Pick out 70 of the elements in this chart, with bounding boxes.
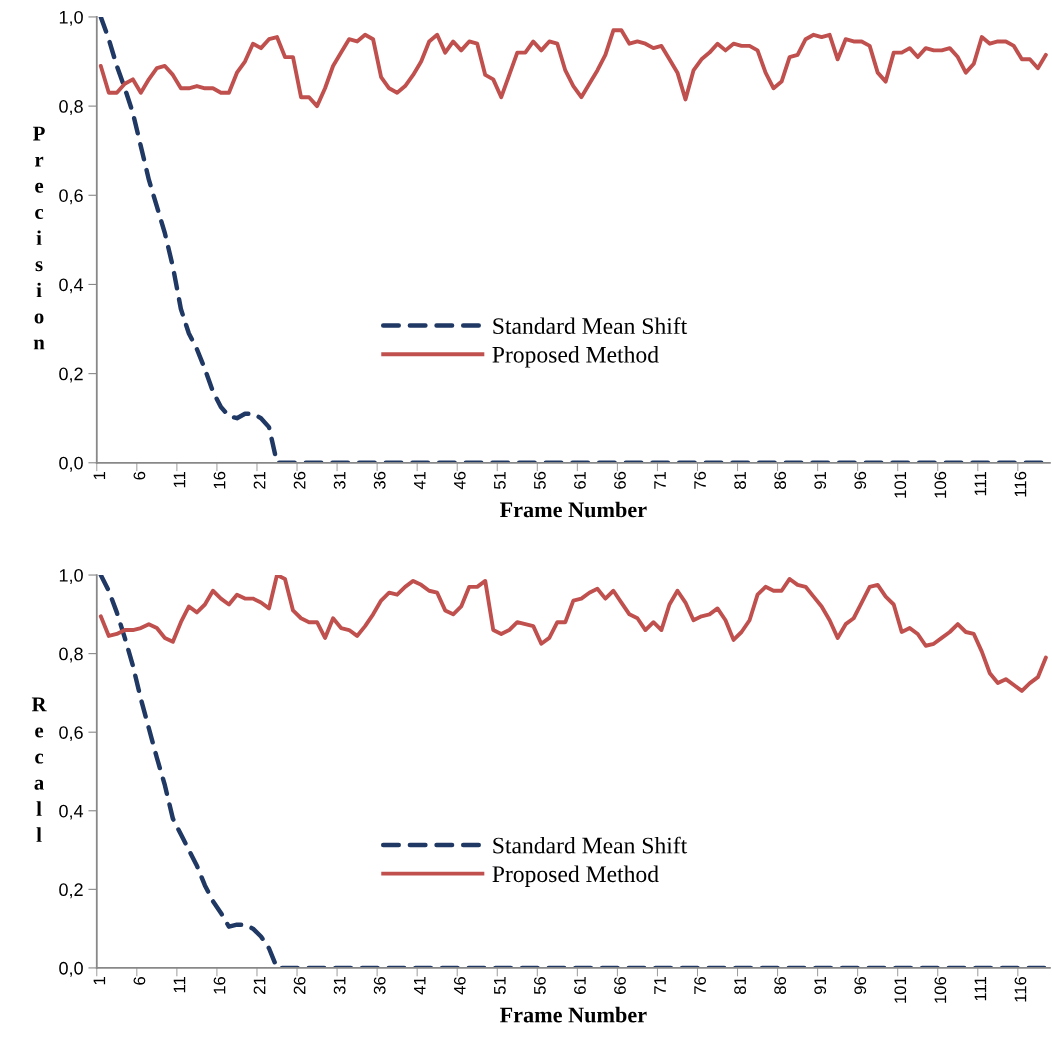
x-tick-label: 116 <box>1014 471 1027 497</box>
x-tick-label: 36 <box>373 471 386 490</box>
x-axis-title: Frame Number <box>499 1006 647 1023</box>
x-tick-label: 21 <box>253 471 266 489</box>
x-tick-label: 76 <box>694 471 706 489</box>
x-tick-label: 81 <box>734 471 747 489</box>
x-tick-label: 86 <box>774 976 787 995</box>
y-tick-label: 1,0 <box>59 10 83 26</box>
x-tick-label: 16 <box>213 471 226 489</box>
x-tick-label: 96 <box>854 471 867 489</box>
x-tick-label: 36 <box>373 976 386 995</box>
x-tick-label: 51 <box>494 471 506 489</box>
x-tick-label: 26 <box>293 976 306 994</box>
y-tick-label: 1,0 <box>59 568 83 584</box>
x-tick-label: 101 <box>894 977 907 1003</box>
x-tick-label: 46 <box>453 471 466 490</box>
x-tick-label: 11 <box>173 977 186 993</box>
legend-label: Standard Mean Shift <box>493 317 688 335</box>
x-tick-label: 56 <box>533 976 546 995</box>
x-tick-label: 41 <box>414 471 426 490</box>
y-tick-label: 0,4 <box>59 278 84 294</box>
y-tick-label: 0,4 <box>59 804 84 820</box>
x-tick-label: 1 <box>93 977 106 985</box>
x-tick-label: 66 <box>614 471 626 489</box>
x-tick-label: 76 <box>694 976 706 994</box>
x-tick-label: 26 <box>293 471 306 489</box>
x-tick-label: 46 <box>453 976 466 995</box>
y-axis-title: Recall <box>31 697 47 842</box>
x-tick-label: 101 <box>894 471 907 498</box>
x-tick-label: 61 <box>574 977 586 994</box>
x-tick-label: 111 <box>974 977 987 1001</box>
y-tick-label: 0,2 <box>59 367 83 383</box>
line-series <box>98 28 1048 109</box>
y-tick-label: 0,0 <box>59 961 83 977</box>
x-tick-label: 106 <box>934 471 947 498</box>
y-tick-label: 0,0 <box>59 456 83 472</box>
x-tick-label: 56 <box>533 471 546 489</box>
y-tick-label: 0,6 <box>59 189 83 205</box>
x-tick-label: 91 <box>814 471 827 489</box>
x-tick-label: 66 <box>614 976 626 994</box>
text: Precision <box>33 126 45 350</box>
y-tick-label: 0,6 <box>59 726 83 742</box>
legend-label: Proposed Method <box>492 346 659 368</box>
x-tick-label: 61 <box>574 471 586 489</box>
x-tick-label: 31 <box>333 977 346 995</box>
x-tick-label: 11 <box>173 471 186 488</box>
x-tick-label: 51 <box>494 977 506 995</box>
y-tick-label: 0,8 <box>59 647 83 663</box>
legend-label: Proposed Method <box>492 865 659 887</box>
y-tick-label: 0,8 <box>59 100 83 115</box>
x-axis-title: Frame Number <box>499 501 647 518</box>
x-tick-label: 86 <box>774 471 787 489</box>
line-series <box>98 575 1048 693</box>
x-tick-label: 71 <box>654 977 666 994</box>
x-tick-label: 31 <box>333 471 346 490</box>
x-tick-label: 6 <box>133 976 146 985</box>
legend-label: Standard Mean Shift <box>493 836 688 854</box>
y-tick-label: 0,2 <box>59 883 83 899</box>
x-tick-label: 21 <box>253 977 266 994</box>
x-tick-label: 91 <box>814 977 827 995</box>
x-tick-label: 116 <box>1014 976 1027 1002</box>
x-tick-label: 1 <box>93 471 106 480</box>
x-tick-label: 16 <box>213 976 226 994</box>
x-tick-label: 41 <box>414 977 426 995</box>
x-tick-label: 6 <box>133 471 146 480</box>
x-tick-label: 71 <box>654 471 666 489</box>
x-tick-label: 81 <box>734 977 747 995</box>
x-tick-label: 96 <box>854 976 867 995</box>
x-tick-label: 106 <box>934 976 947 1003</box>
x-tick-label: 111 <box>974 471 987 496</box>
